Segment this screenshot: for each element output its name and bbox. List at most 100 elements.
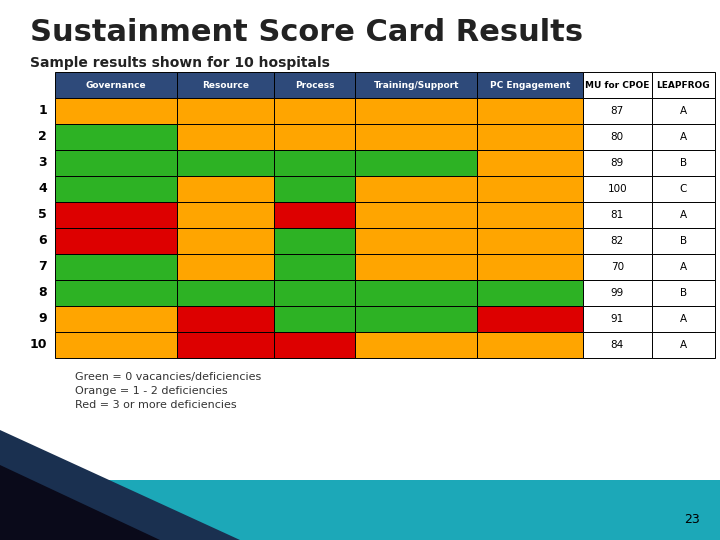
Text: B: B xyxy=(680,236,687,246)
Bar xyxy=(274,124,356,150)
Bar xyxy=(582,150,652,176)
Text: 1: 1 xyxy=(38,105,47,118)
Bar xyxy=(582,98,652,124)
Bar xyxy=(274,150,356,176)
Bar xyxy=(652,124,715,150)
Bar xyxy=(652,150,715,176)
Text: 2: 2 xyxy=(38,131,47,144)
Bar xyxy=(356,332,477,358)
Text: 82: 82 xyxy=(611,236,624,246)
Text: A: A xyxy=(680,340,687,350)
Bar xyxy=(177,254,274,280)
Bar xyxy=(177,124,274,150)
Text: MU for CPOE: MU for CPOE xyxy=(585,80,649,90)
Polygon shape xyxy=(0,465,160,540)
Text: B: B xyxy=(680,288,687,298)
Bar xyxy=(55,306,177,332)
Bar xyxy=(356,124,477,150)
Bar xyxy=(356,280,477,306)
Bar xyxy=(55,280,177,306)
Text: 7: 7 xyxy=(38,260,47,273)
Text: 84: 84 xyxy=(611,340,624,350)
Bar xyxy=(177,72,274,98)
Text: 80: 80 xyxy=(611,132,624,142)
Text: Training/Support: Training/Support xyxy=(374,80,459,90)
Text: A: A xyxy=(680,132,687,142)
Bar xyxy=(477,176,582,202)
Bar xyxy=(652,176,715,202)
Text: C: C xyxy=(680,184,687,194)
Bar xyxy=(477,306,582,332)
Bar xyxy=(177,280,274,306)
Bar xyxy=(582,280,652,306)
Bar xyxy=(652,254,715,280)
Text: Sample results shown for 10 hospitals: Sample results shown for 10 hospitals xyxy=(30,56,330,70)
Bar xyxy=(356,176,477,202)
Text: 23: 23 xyxy=(684,513,700,526)
Bar xyxy=(582,254,652,280)
Bar xyxy=(177,332,274,358)
Bar xyxy=(652,72,715,98)
Text: 81: 81 xyxy=(611,210,624,220)
Bar xyxy=(55,72,177,98)
Bar xyxy=(274,228,356,254)
Bar xyxy=(274,202,356,228)
Bar xyxy=(477,72,582,98)
Bar xyxy=(177,176,274,202)
Bar xyxy=(477,202,582,228)
Text: Red = 3 or more deficiencies: Red = 3 or more deficiencies xyxy=(75,400,237,410)
Bar xyxy=(477,280,582,306)
Bar xyxy=(582,124,652,150)
Bar xyxy=(55,176,177,202)
Bar xyxy=(55,150,177,176)
Text: 99: 99 xyxy=(611,288,624,298)
Text: A: A xyxy=(680,262,687,272)
Bar xyxy=(274,332,356,358)
Text: 5: 5 xyxy=(38,208,47,221)
Bar xyxy=(356,98,477,124)
Text: 9: 9 xyxy=(38,313,47,326)
Bar xyxy=(274,98,356,124)
Bar xyxy=(356,228,477,254)
Bar xyxy=(356,254,477,280)
Bar xyxy=(477,150,582,176)
Text: 100: 100 xyxy=(608,184,627,194)
Bar xyxy=(274,72,356,98)
Bar xyxy=(582,306,652,332)
Text: Green = 0 vacancies/deficiencies: Green = 0 vacancies/deficiencies xyxy=(75,372,261,382)
Text: A: A xyxy=(680,210,687,220)
Text: Sustainment Score Card Results: Sustainment Score Card Results xyxy=(30,18,583,47)
Text: 87: 87 xyxy=(611,106,624,116)
Bar xyxy=(582,332,652,358)
Text: Resource: Resource xyxy=(202,80,249,90)
Bar xyxy=(0,480,720,540)
Bar xyxy=(582,72,652,98)
Text: Process: Process xyxy=(295,80,335,90)
Bar xyxy=(652,228,715,254)
Bar xyxy=(477,228,582,254)
Bar xyxy=(652,202,715,228)
Bar xyxy=(55,124,177,150)
Bar xyxy=(582,176,652,202)
Bar xyxy=(356,202,477,228)
Text: PC Engagement: PC Engagement xyxy=(490,80,570,90)
Bar xyxy=(177,202,274,228)
Bar xyxy=(652,332,715,358)
Bar xyxy=(55,332,177,358)
Bar xyxy=(55,228,177,254)
Bar xyxy=(652,306,715,332)
Bar xyxy=(477,98,582,124)
Text: 8: 8 xyxy=(38,287,47,300)
Polygon shape xyxy=(0,430,240,540)
Bar xyxy=(582,202,652,228)
Bar xyxy=(582,228,652,254)
Bar xyxy=(177,98,274,124)
Text: Orange = 1 - 2 deficiencies: Orange = 1 - 2 deficiencies xyxy=(75,386,228,396)
Bar xyxy=(55,202,177,228)
Text: 3: 3 xyxy=(38,157,47,170)
Bar xyxy=(477,332,582,358)
Bar xyxy=(356,72,477,98)
Bar xyxy=(177,306,274,332)
Bar xyxy=(274,176,356,202)
Text: 70: 70 xyxy=(611,262,624,272)
